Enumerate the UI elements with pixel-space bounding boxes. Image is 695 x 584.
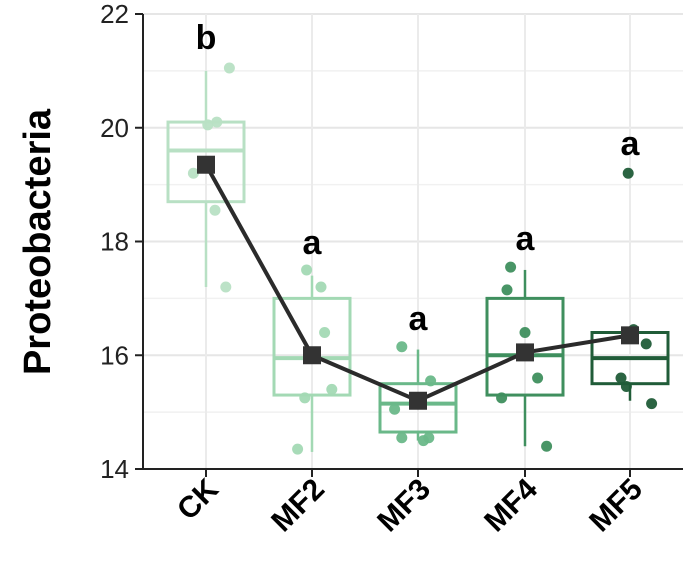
data-point bbox=[292, 443, 304, 455]
significance-label: a bbox=[303, 224, 323, 262]
mean-line bbox=[197, 155, 639, 410]
data-point bbox=[211, 116, 223, 128]
data-point bbox=[315, 281, 327, 293]
data-point bbox=[646, 398, 658, 410]
mean-marker bbox=[516, 343, 534, 362]
data-point bbox=[389, 403, 401, 415]
labels: b a a a a bbox=[196, 19, 641, 338]
data-point bbox=[640, 338, 652, 350]
y-axis-title: Proteobacteria bbox=[17, 108, 59, 375]
data-point bbox=[299, 392, 311, 404]
data-point bbox=[417, 435, 429, 447]
y-tick-label: 18 bbox=[100, 227, 129, 257]
significance-label: a bbox=[409, 300, 429, 338]
data-points bbox=[187, 62, 658, 455]
data-point bbox=[187, 167, 199, 179]
data-point bbox=[505, 261, 517, 273]
mean-marker bbox=[303, 346, 321, 365]
data-point bbox=[319, 327, 331, 338]
mean-marker bbox=[621, 326, 639, 345]
significance-label: b bbox=[196, 19, 217, 57]
data-point bbox=[202, 119, 214, 131]
x-category-label: MF2 bbox=[265, 473, 331, 539]
x-category-label: MF5 bbox=[583, 473, 649, 539]
significance-label: a bbox=[516, 220, 536, 258]
box-rect bbox=[272, 296, 352, 397]
data-point bbox=[615, 372, 627, 384]
y-tick-label: 16 bbox=[100, 340, 129, 370]
data-point bbox=[220, 281, 232, 293]
data-point bbox=[301, 264, 313, 276]
data-point bbox=[326, 383, 338, 395]
data-point bbox=[223, 62, 235, 74]
y-tick-label: 22 bbox=[100, 0, 129, 29]
data-point bbox=[496, 392, 508, 404]
axes: 14 16 18 20 22 CK MF2 MF3 MF4 MF5 Proteobacteria bbox=[17, 0, 683, 538]
box-mf2 bbox=[272, 275, 352, 452]
y-tick-label: 20 bbox=[100, 113, 129, 143]
data-point bbox=[209, 204, 221, 216]
data-point bbox=[396, 432, 408, 444]
data-point bbox=[396, 341, 408, 353]
data-point bbox=[622, 167, 634, 179]
data-point bbox=[425, 375, 437, 387]
y-tick-label: 14 bbox=[100, 454, 129, 484]
data-point bbox=[519, 327, 531, 338]
data-point bbox=[620, 381, 632, 393]
box-rect bbox=[378, 382, 458, 434]
significance-label: a bbox=[621, 125, 641, 163]
x-category-label: MF4 bbox=[478, 472, 544, 538]
mean-marker bbox=[409, 391, 427, 410]
data-point bbox=[501, 284, 513, 296]
x-category-label: CK bbox=[171, 472, 225, 526]
x-category-label: MF3 bbox=[371, 473, 437, 539]
data-point bbox=[541, 440, 553, 452]
mean-marker bbox=[197, 155, 215, 174]
data-point bbox=[532, 372, 544, 384]
